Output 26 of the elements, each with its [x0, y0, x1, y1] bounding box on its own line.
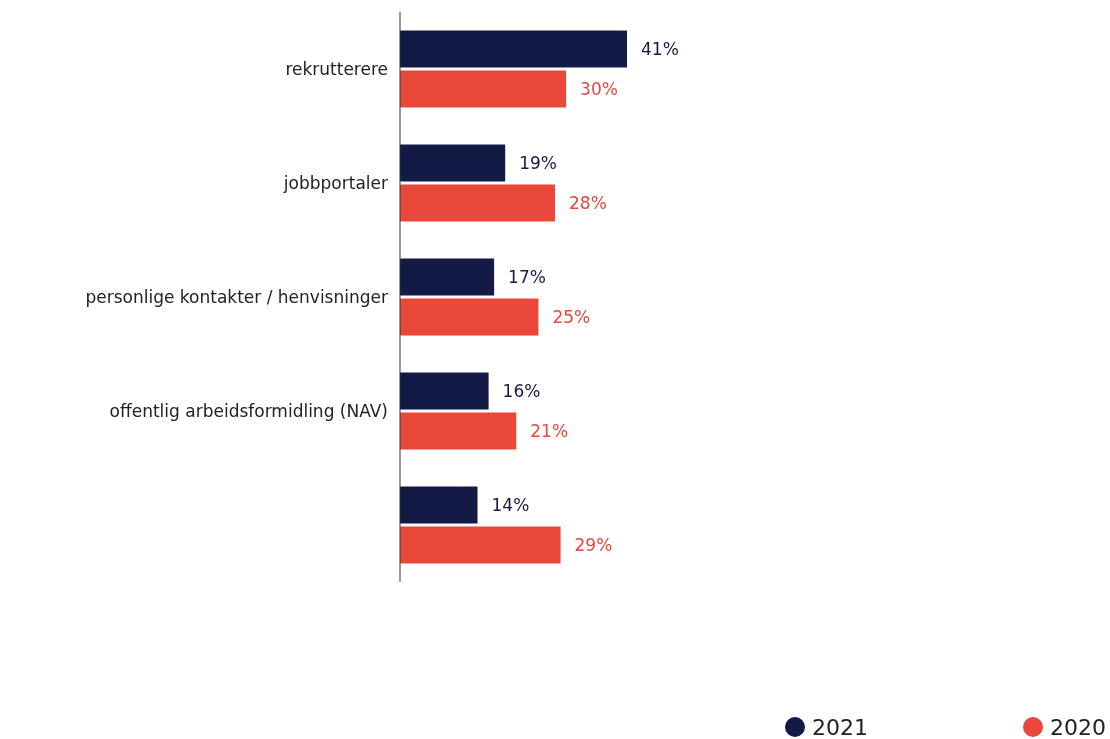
- data-label: 16%: [502, 381, 541, 401]
- data-label: 30%: [580, 79, 618, 99]
- y-tick-label: jobbportaler: [282, 173, 388, 193]
- bar: [400, 184, 556, 222]
- y-tick-label: offentlig arbeidsformidling (NAV): [109, 401, 388, 421]
- data-label: 29%: [574, 535, 613, 555]
- bar: [400, 298, 539, 336]
- legend-label: 2021: [812, 715, 868, 739]
- data-label: 41%: [641, 39, 679, 59]
- data-label: 14%: [491, 495, 530, 515]
- bar: [400, 412, 517, 450]
- data-label: 28%: [569, 193, 607, 213]
- data-label: 25%: [552, 307, 591, 327]
- y-tick-label: rekrutterere: [285, 59, 388, 79]
- bar: [400, 258, 495, 296]
- data-label: 17%: [508, 267, 546, 287]
- bar: [400, 526, 561, 564]
- bar: [400, 372, 489, 410]
- y-tick-label: personlige kontakter / henvisninger: [85, 287, 388, 307]
- bar: [400, 30, 627, 68]
- data-label: 21%: [530, 421, 569, 441]
- bar: [400, 70, 567, 108]
- bar: [400, 144, 506, 182]
- bar: [400, 486, 478, 524]
- data-label: 19%: [519, 153, 557, 173]
- legend-label: 2020: [1050, 715, 1106, 739]
